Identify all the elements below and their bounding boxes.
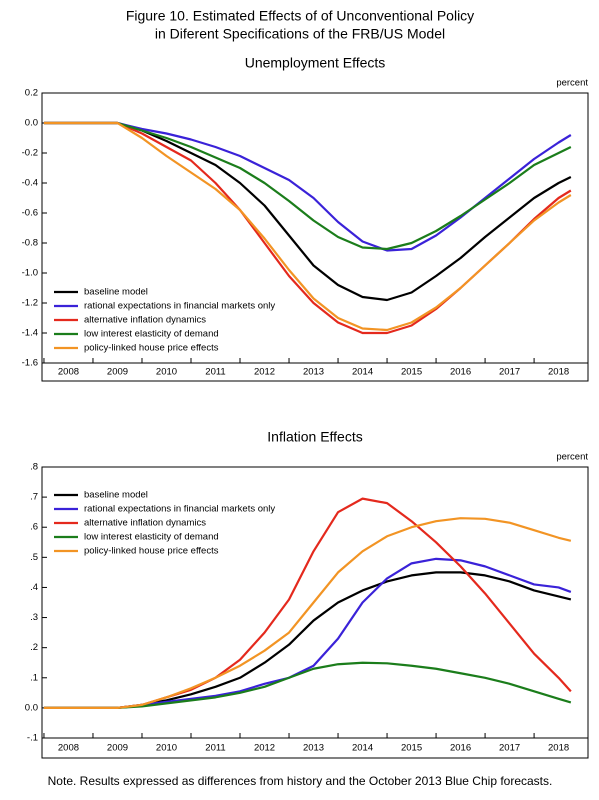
legend-label: policy-linked house price effects — [84, 343, 219, 354]
x-tick-label: 2015 — [401, 743, 422, 754]
legend-label: alternative inflation dynamics — [84, 315, 206, 326]
x-tick-label: 2013 — [303, 743, 324, 754]
y-tick-label: 0.0 — [25, 702, 38, 713]
legend-label: rational expectations in financial marke… — [84, 504, 275, 515]
note: Note. Results expressed as differences f… — [48, 774, 553, 788]
y-tick-label: .1 — [30, 672, 38, 683]
x-tick-label: 2017 — [499, 367, 520, 378]
x-tick-label: 2018 — [548, 367, 569, 378]
legend-label: low interest elasticity of demand — [84, 532, 219, 543]
y-tick-label: .3 — [30, 612, 38, 623]
y-tick-label: 0.0 — [25, 118, 38, 129]
y-tick-label: -1.4 — [22, 328, 38, 339]
figure-title: Figure 10. Estimated Effects of of Uncon… — [126, 8, 474, 24]
chart-title: Unemployment Effects — [245, 55, 386, 71]
legend-label: baseline model — [84, 490, 148, 501]
unit-label: percent — [556, 78, 588, 89]
y-tick-label: -0.2 — [22, 148, 38, 159]
y-tick-label: .5 — [30, 552, 38, 563]
y-tick-label: .7 — [30, 492, 38, 503]
y-tick-label: .2 — [30, 642, 38, 653]
y-tick-label: .6 — [30, 522, 38, 533]
series-line — [43, 517, 572, 709]
x-tick-label: 2008 — [58, 367, 79, 378]
legend-label: low interest elasticity of demand — [84, 329, 219, 340]
y-tick-label: -0.8 — [22, 238, 38, 249]
legend-label: rational expectations in financial marke… — [84, 301, 275, 312]
y-tick-label: -1.2 — [22, 298, 38, 309]
figure-title: in Diferent Specifications of the FRB/US… — [155, 26, 445, 42]
x-tick-label: 2010 — [156, 743, 177, 754]
series-line — [43, 121, 572, 251]
x-tick-label: 2009 — [107, 743, 128, 754]
chart-title: Inflation Effects — [267, 429, 362, 445]
x-tick-label: 2016 — [450, 743, 471, 754]
x-tick-label: 2012 — [254, 743, 275, 754]
x-tick-label: 2014 — [352, 743, 373, 754]
y-tick-label: -1.0 — [22, 268, 38, 279]
plot-frame — [41, 92, 589, 382]
y-tick-label: -0.4 — [22, 178, 38, 189]
y-tick-label: -.1 — [27, 733, 38, 744]
series-line — [43, 121, 572, 332]
y-tick-label: 0.2 — [25, 88, 38, 99]
x-tick-label: 2015 — [401, 367, 422, 378]
legend-label: policy-linked house price effects — [84, 546, 219, 557]
y-tick-label: .8 — [30, 462, 38, 473]
unit-label: percent — [556, 452, 588, 463]
x-tick-label: 2009 — [107, 367, 128, 378]
x-tick-label: 2011 — [205, 367, 225, 378]
x-tick-label: 2012 — [254, 367, 275, 378]
x-tick-label: 2016 — [450, 367, 471, 378]
x-tick-label: 2010 — [156, 367, 177, 378]
y-tick-label: .4 — [30, 582, 38, 593]
x-tick-label: 2008 — [58, 743, 79, 754]
x-tick-label: 2011 — [205, 743, 225, 754]
legend-label: alternative inflation dynamics — [84, 518, 206, 529]
plot-frame — [41, 466, 589, 759]
x-tick-label: 2014 — [352, 367, 373, 378]
legend-label: baseline model — [84, 287, 148, 298]
y-tick-label: -0.6 — [22, 208, 38, 219]
y-tick-label: -1.6 — [22, 358, 38, 369]
x-tick-label: 2018 — [548, 743, 569, 754]
x-tick-label: 2013 — [303, 367, 324, 378]
x-tick-label: 2017 — [499, 743, 520, 754]
